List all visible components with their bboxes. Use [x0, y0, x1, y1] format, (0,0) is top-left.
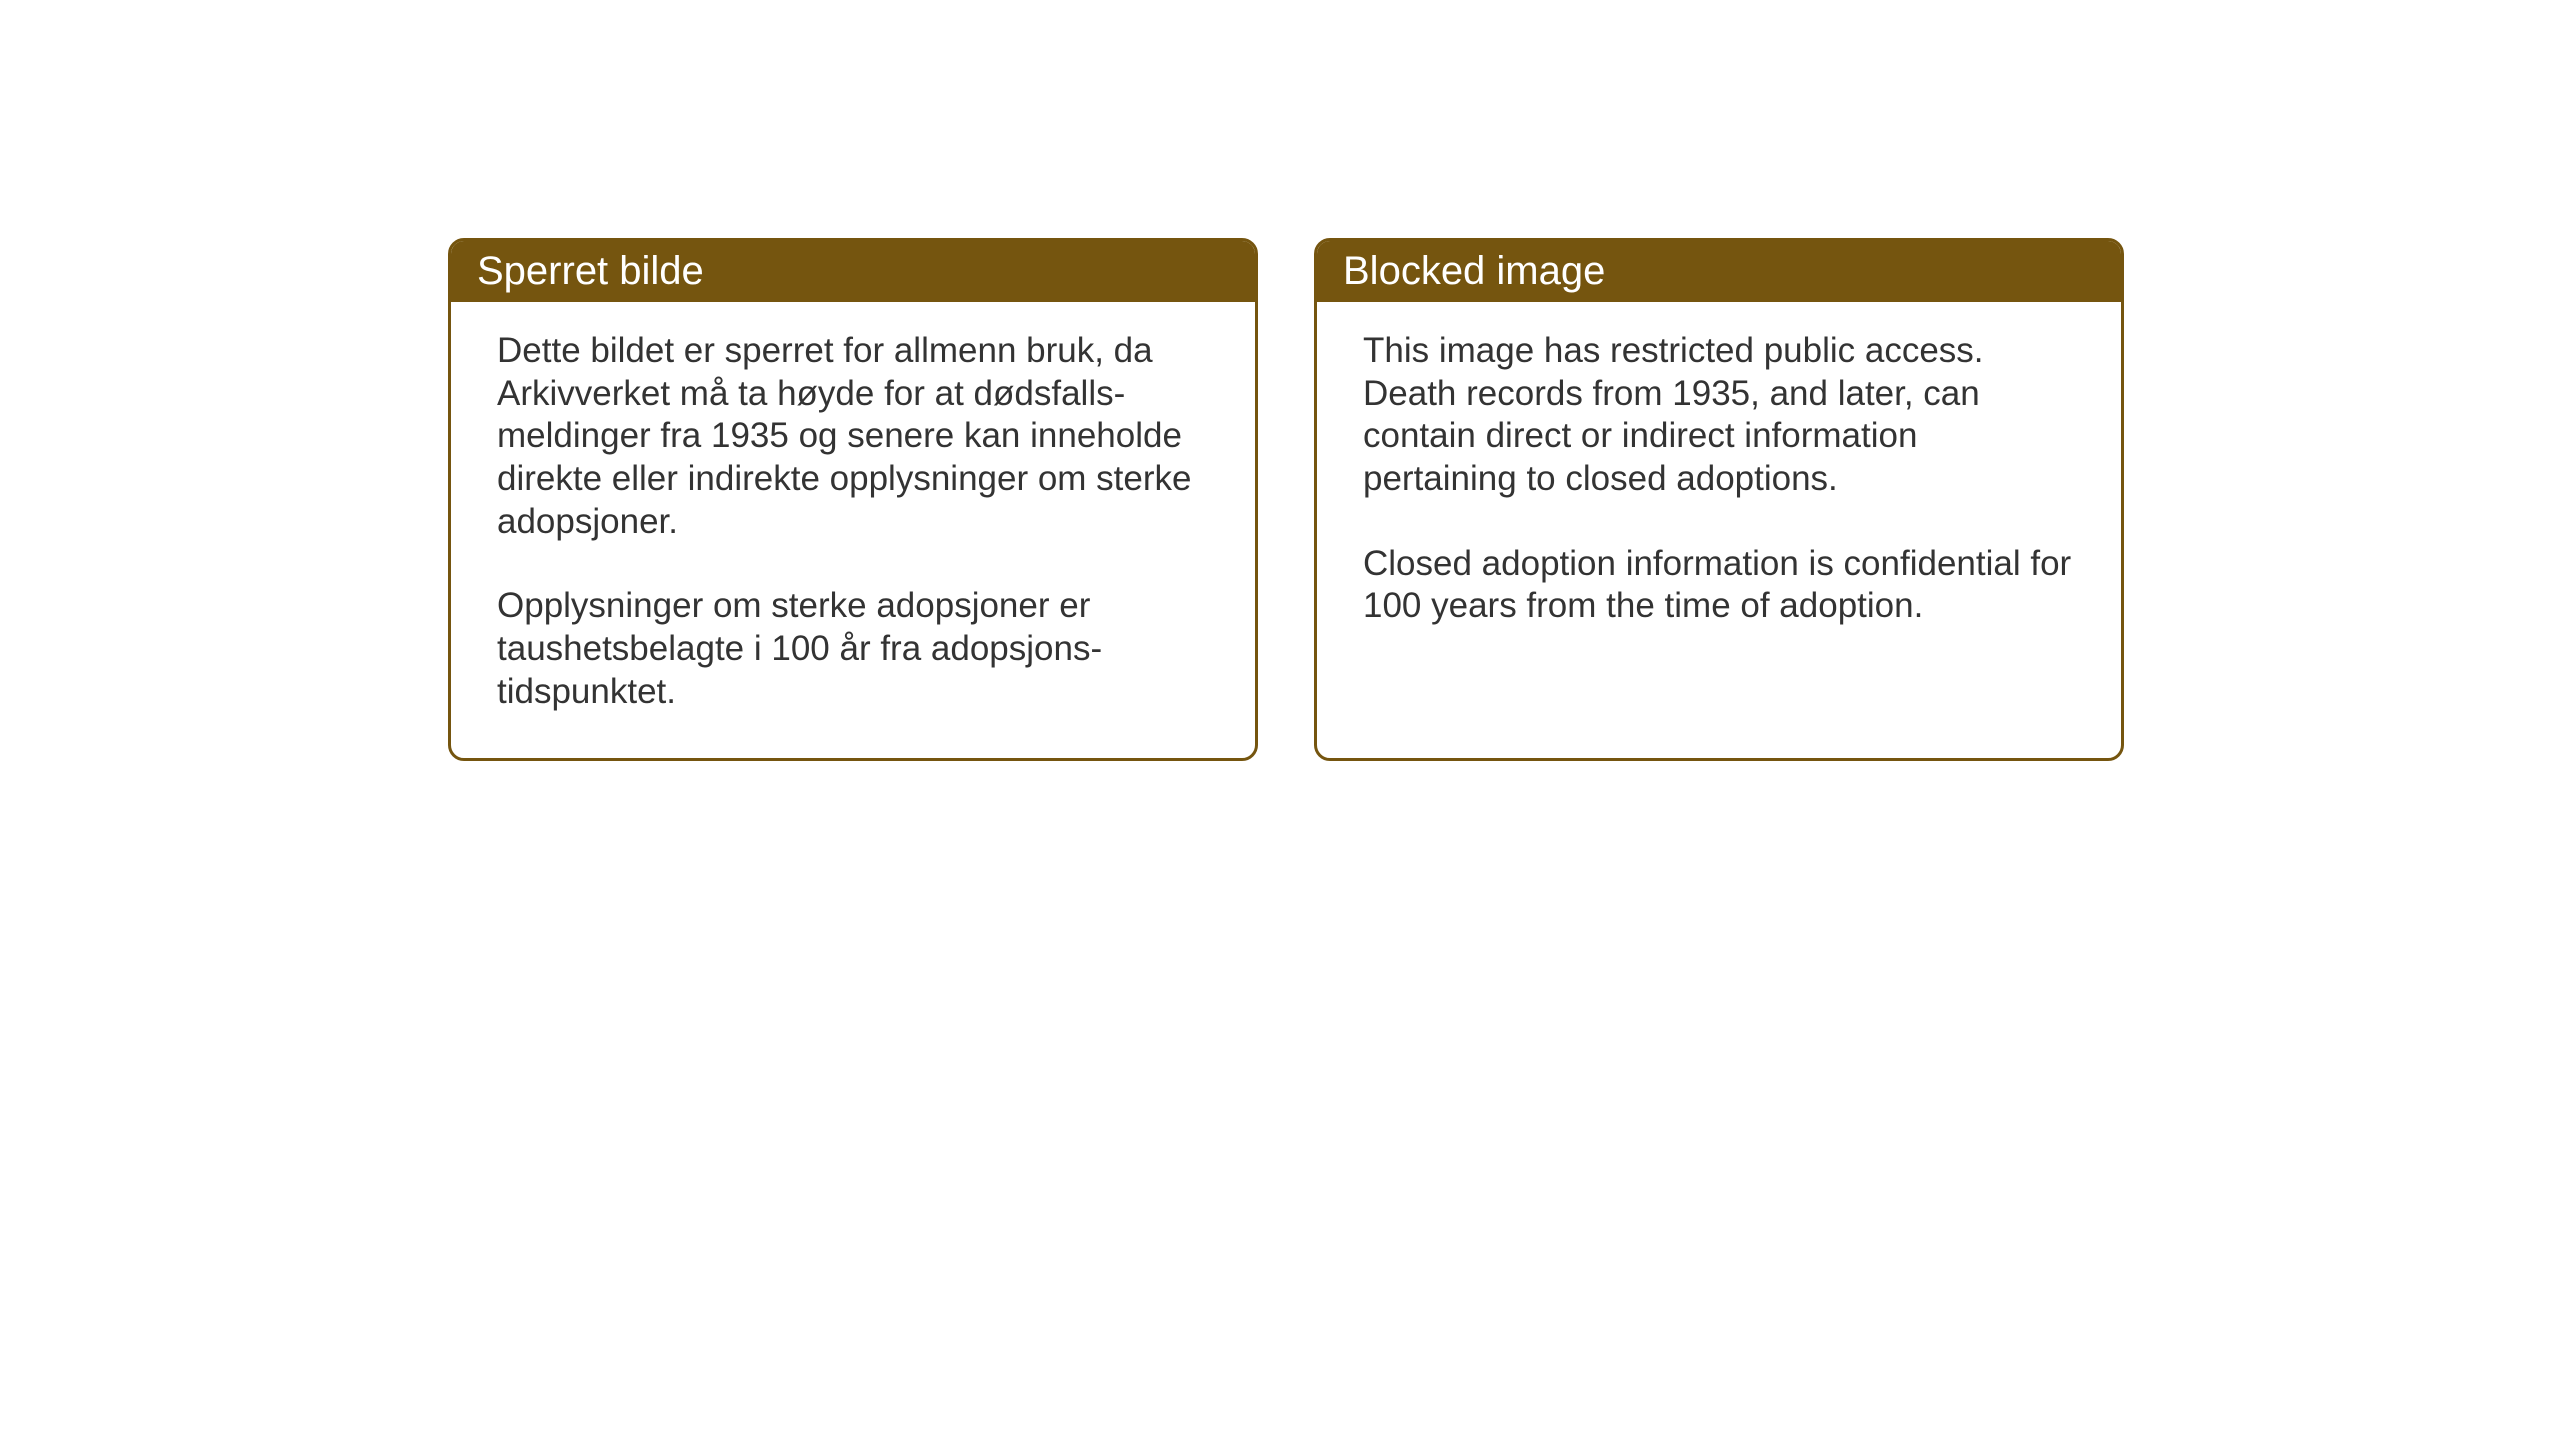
- norwegian-card-title: Sperret bilde: [451, 241, 1255, 302]
- norwegian-paragraph-1: Dette bildet er sperret for allmenn bruk…: [497, 330, 1209, 543]
- notice-container: Sperret bilde Dette bildet er sperret fo…: [448, 238, 2124, 761]
- english-paragraph-2: Closed adoption information is confident…: [1363, 543, 2075, 628]
- english-card-title: Blocked image: [1317, 241, 2121, 302]
- norwegian-paragraph-2: Opplysninger om sterke adopsjoner er tau…: [497, 585, 1209, 713]
- english-notice-card: Blocked image This image has restricted …: [1314, 238, 2124, 761]
- norwegian-notice-card: Sperret bilde Dette bildet er sperret fo…: [448, 238, 1258, 761]
- english-card-body: This image has restricted public access.…: [1317, 302, 2121, 672]
- english-paragraph-1: This image has restricted public access.…: [1363, 330, 2075, 501]
- norwegian-card-body: Dette bildet er sperret for allmenn bruk…: [451, 302, 1255, 758]
